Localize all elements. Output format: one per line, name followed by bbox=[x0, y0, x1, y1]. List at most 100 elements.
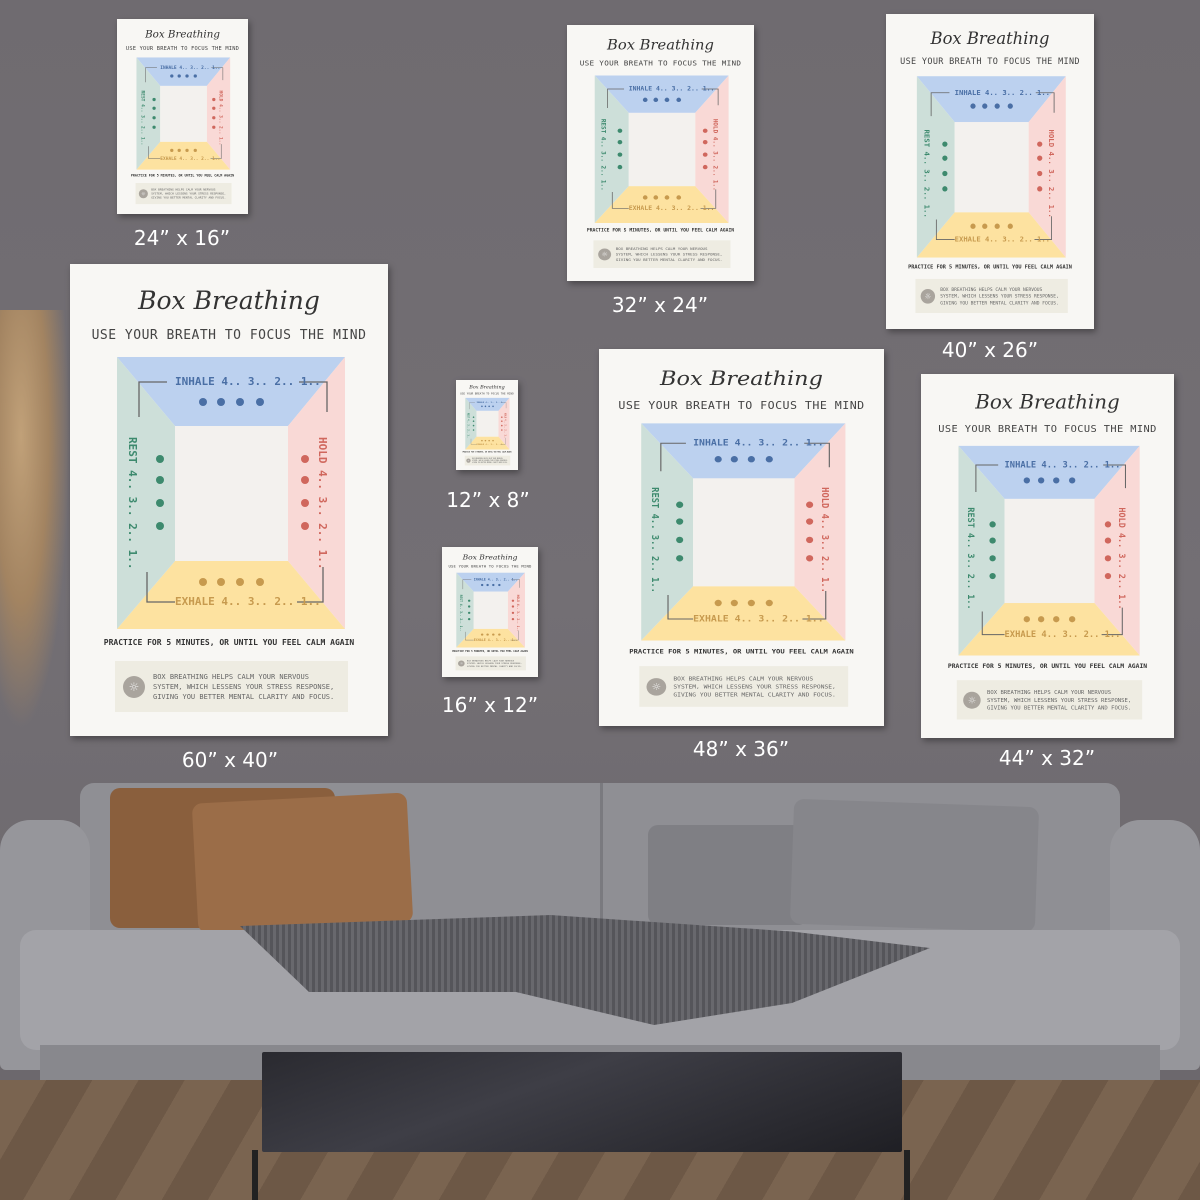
rest-panel bbox=[916, 76, 955, 258]
box-breathing-poster: Box Breathing USE YOUR BREATH TO FOCUS T… bbox=[442, 547, 538, 677]
info-text: BOX BREATHING HELPS CALM YOUR NERVOUS SY… bbox=[151, 187, 226, 200]
poster-title: Box Breathing bbox=[138, 286, 320, 315]
gray-pillow bbox=[648, 825, 808, 925]
framed-poster: Box Breathing USE YOUR BREATH TO FOCUS T… bbox=[599, 349, 884, 726]
size-label: 16” x 12” bbox=[441, 693, 539, 717]
poster-subtitle: USE YOUR BREATH TO FOCUS THE MIND bbox=[900, 56, 1080, 67]
lightbulb-icon: ☼ bbox=[646, 677, 667, 696]
rest-panel bbox=[456, 572, 474, 648]
lightbulb-icon: ☼ bbox=[920, 288, 936, 304]
breathing-box-diagram: INHALE 4.. 3.. 2.. 1.. EXHALE 4.. 3.. 2.… bbox=[456, 572, 526, 648]
lightbulb-icon: ☼ bbox=[466, 458, 471, 463]
poster-subtitle: USE YOUR BREATH TO FOCUS THE MIND bbox=[579, 59, 742, 68]
info-text: BOX BREATHING HELPS CALM YOUR NERVOUS SY… bbox=[987, 689, 1132, 711]
poster-title: Box Breathing bbox=[975, 390, 1120, 414]
info-box: ☼ BOX BREATHING HELPS CALM YOUR NERVOUS … bbox=[639, 666, 849, 707]
rest-panel bbox=[117, 357, 175, 629]
info-box: ☼ BOX BREATHING HELPS CALM YOUR NERVOUS … bbox=[115, 661, 348, 712]
exhale-panel bbox=[641, 586, 846, 641]
inhale-label: INHALE 4.. 3.. 2.. 1.. bbox=[473, 577, 518, 582]
box-breathing-poster: Box Breathing USE YOUR BREATH TO FOCUS T… bbox=[567, 25, 754, 281]
size-label: 60” x 40” bbox=[181, 748, 279, 772]
info-box: ☼ BOX BREATHING HELPS CALM YOUR NERVOUS … bbox=[135, 183, 232, 205]
hold-panel bbox=[695, 75, 729, 223]
lightbulb-icon: ☼ bbox=[123, 675, 145, 698]
rest-label: REST 4.. 3.. 2.. 1.. bbox=[649, 487, 661, 593]
hold-panel bbox=[1028, 76, 1066, 258]
lightbulb-icon: ☼ bbox=[138, 189, 148, 199]
box-breathing-poster: Box Breathing USE YOUR BREATH TO FOCUS T… bbox=[456, 380, 518, 470]
inhale-panel bbox=[456, 572, 526, 592]
exhale-panel bbox=[456, 628, 526, 648]
size-label: 24” x 16” bbox=[133, 226, 231, 250]
lightbulb-icon: ☼ bbox=[458, 660, 465, 667]
exhale-label: EXHALE 4.. 3.. 2.. 1.. bbox=[954, 234, 1050, 244]
poster-title: Box Breathing bbox=[930, 28, 1050, 49]
breathing-box-diagram: INHALE 4.. 3.. 2.. 1.. EXHALE 4.. 3.. 2.… bbox=[916, 76, 1066, 258]
lightbulb-icon: ☼ bbox=[598, 248, 612, 261]
exhale-panel bbox=[117, 561, 345, 629]
poster-title: Box Breathing bbox=[469, 384, 505, 390]
rest-panel bbox=[594, 75, 629, 223]
framed-poster: Box Breathing USE YOUR BREATH TO FOCUS T… bbox=[456, 380, 518, 470]
poster-subtitle: USE YOUR BREATH TO FOCUS THE MIND bbox=[448, 564, 532, 569]
inhale-panel bbox=[465, 397, 510, 411]
inhale-label: INHALE 4.. 3.. 2.. 1.. bbox=[628, 85, 715, 93]
practice-instruction: PRACTICE FOR 5 MINUTES, OR UNTIL YOU FEE… bbox=[130, 173, 235, 178]
exhale-label: EXHALE 4.. 3.. 2.. 1.. bbox=[628, 204, 715, 212]
framed-poster: Box Breathing USE YOUR BREATH TO FOCUS T… bbox=[886, 14, 1094, 329]
hold-label: HOLD 4.. 3.. 2.. 1.. bbox=[819, 487, 832, 593]
rest-label: REST 4.. 3.. 2.. 1.. bbox=[140, 90, 146, 146]
gray-pillow bbox=[789, 798, 1040, 933]
rest-panel bbox=[641, 423, 694, 641]
framed-poster: Box Breathing USE YOUR BREATH TO FOCUS T… bbox=[117, 19, 248, 214]
inhale-label: INHALE 4.. 3.. 2.. 1.. bbox=[160, 64, 221, 71]
exhale-panel bbox=[916, 212, 1066, 258]
rest-label: REST 4.. 3.. 2.. 1.. bbox=[126, 437, 139, 570]
hold-label: HOLD 4.. 3.. 2.. 1.. bbox=[503, 412, 507, 439]
exhale-label: EXHALE 4.. 3.. 2.. 1.. bbox=[175, 595, 321, 608]
breathing-box-diagram: INHALE 4.. 3.. 2.. 1.. EXHALE 4.. 3.. 2.… bbox=[641, 423, 846, 641]
hold-label: HOLD 4.. 3.. 2.. 1.. bbox=[1116, 507, 1128, 610]
inhale-panel bbox=[916, 76, 1066, 123]
info-text: BOX BREATHING HELPS CALM YOUR NERVOUS SY… bbox=[472, 457, 508, 464]
size-label: 48” x 36” bbox=[692, 737, 790, 761]
info-box: ☼ BOX BREATHING HELPS CALM YOUR NERVOUS … bbox=[455, 656, 526, 671]
inhale-panel bbox=[594, 75, 729, 113]
inhale-panel bbox=[958, 445, 1140, 499]
inhale-label: INHALE 4.. 3.. 2.. 1.. bbox=[954, 88, 1050, 97]
hold-label: HOLD 4.. 3.. 2.. 1.. bbox=[711, 118, 720, 191]
info-text: BOX BREATHING HELPS CALM YOUR NERVOUS SY… bbox=[153, 672, 335, 701]
practice-instruction: PRACTICE FOR 5 MINUTES, OR UNTIL YOU FEE… bbox=[586, 227, 735, 233]
practice-instruction: PRACTICE FOR 5 MINUTES, OR UNTIL YOU FEE… bbox=[103, 638, 355, 647]
framed-poster: Box Breathing USE YOUR BREATH TO FOCUS T… bbox=[70, 264, 388, 736]
hold-label: HOLD 4.. 3.. 2.. 1.. bbox=[218, 90, 224, 146]
rest-panel bbox=[136, 57, 161, 170]
poster-title: Box Breathing bbox=[462, 553, 518, 562]
breathing-box-diagram: INHALE 4.. 3.. 2.. 1.. EXHALE 4.. 3.. 2.… bbox=[594, 75, 729, 223]
inhale-label: INHALE 4.. 3.. 2.. 1.. bbox=[175, 375, 321, 388]
hold-panel bbox=[794, 423, 846, 641]
size-label: 12” x 8” bbox=[446, 488, 530, 512]
box-breathing-poster: Box Breathing USE YOUR BREATH TO FOCUS T… bbox=[70, 264, 388, 736]
exhale-panel bbox=[594, 186, 729, 223]
size-label: 44” x 32” bbox=[998, 746, 1096, 770]
poster-subtitle: USE YOUR BREATH TO FOCUS THE MIND bbox=[938, 423, 1157, 435]
rest-panel bbox=[958, 445, 1005, 656]
rest-label: REST 4.. 3.. 2.. 1.. bbox=[466, 412, 470, 439]
exhale-label: EXHALE 4.. 3.. 2.. 1.. bbox=[473, 638, 518, 642]
sofa-cushion-seam bbox=[600, 783, 603, 933]
inhale-label: INHALE 4.. 3.. 2.. 1.. bbox=[1004, 459, 1121, 470]
exhale-label: EXHALE 4.. 3.. 2.. 1.. bbox=[160, 155, 221, 162]
marble-coffee-table bbox=[262, 1052, 902, 1152]
hold-label: HOLD 4.. 3.. 2.. 1.. bbox=[1046, 129, 1056, 218]
poster-title: Box Breathing bbox=[607, 36, 714, 53]
rest-label: REST 4.. 3.. 2.. 1.. bbox=[965, 507, 976, 610]
rest-label: REST 4.. 3.. 2.. 1.. bbox=[458, 594, 463, 632]
breathing-box-diagram: INHALE 4.. 3.. 2.. 1.. EXHALE 4.. 3.. 2.… bbox=[136, 57, 231, 170]
framed-poster: Box Breathing USE YOUR BREATH TO FOCUS T… bbox=[567, 25, 754, 281]
hold-panel bbox=[1094, 445, 1140, 656]
box-breathing-poster: Box Breathing USE YOUR BREATH TO FOCUS T… bbox=[921, 374, 1174, 738]
exhale-panel bbox=[465, 436, 510, 450]
lightbulb-icon: ☼ bbox=[963, 691, 981, 709]
